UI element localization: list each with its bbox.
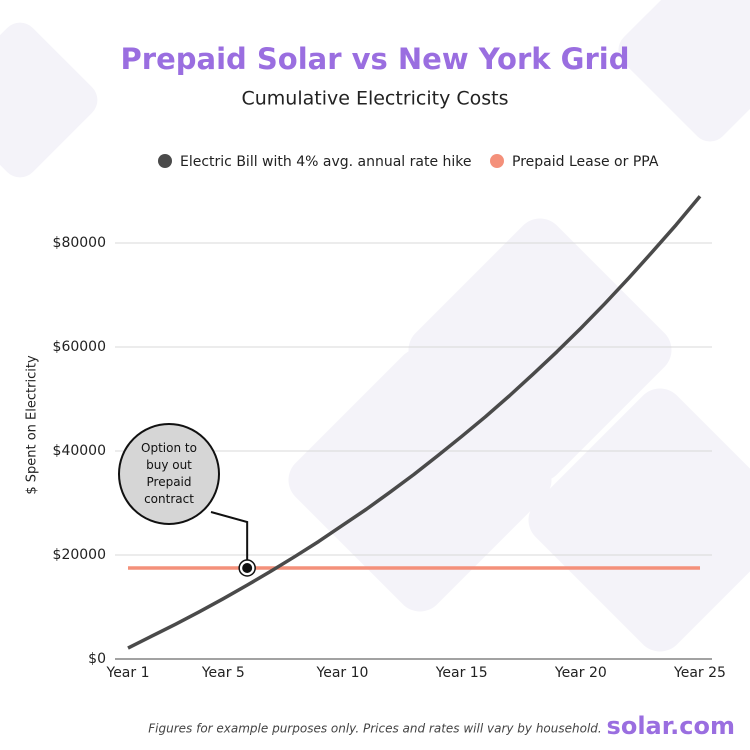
annotation-bubble: Option to buy out Prepaid contract (118, 423, 220, 525)
x-tick-label: Year 25 (673, 665, 726, 681)
legend-label: Electric Bill with 4% avg. annual rate h… (180, 154, 472, 170)
x-tick-label: Year 10 (316, 665, 369, 681)
y-axis-label: $ Spent on Electricity (25, 355, 40, 495)
chart-subtitle: Cumulative Electricity Costs (241, 88, 508, 110)
legend-marker (158, 154, 172, 168)
legend-label: Prepaid Lease or PPA (512, 154, 659, 170)
y-tick-label: $80000 (53, 235, 106, 251)
y-tick-label: $60000 (53, 339, 106, 355)
annotation-connector (210, 511, 249, 560)
annotation-point (242, 563, 253, 573)
footnote: Figures for example purposes only. Price… (148, 722, 601, 736)
x-tick-label: Year 1 (106, 665, 150, 681)
x-tick-label: Year 20 (554, 665, 607, 681)
y-tick-label: $20000 (53, 547, 106, 563)
x-tick-label: Year 15 (435, 665, 488, 681)
y-tick-label: $0 (88, 651, 106, 667)
series-line (127, 195, 702, 650)
x-tick-label: Year 5 (201, 665, 245, 681)
chart-title: Prepaid Solar vs New York Grid (121, 42, 630, 76)
logo: solar.com (607, 712, 735, 740)
y-tick-label: $40000 (53, 443, 106, 459)
legend-marker (490, 154, 504, 168)
